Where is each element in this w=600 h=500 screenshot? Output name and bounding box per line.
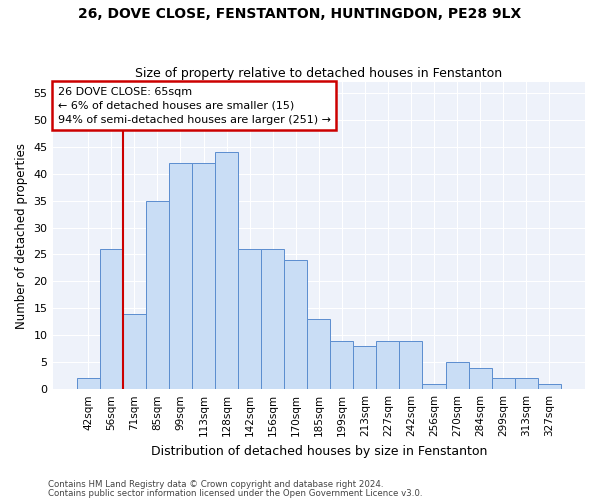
Bar xyxy=(238,249,261,389)
Bar xyxy=(146,200,169,389)
Bar xyxy=(100,249,123,389)
Y-axis label: Number of detached properties: Number of detached properties xyxy=(15,142,28,328)
Bar xyxy=(284,260,307,389)
Bar xyxy=(169,163,192,389)
Bar xyxy=(353,346,376,389)
Bar xyxy=(123,314,146,389)
Title: Size of property relative to detached houses in Fenstanton: Size of property relative to detached ho… xyxy=(135,66,502,80)
Text: 26 DOVE CLOSE: 65sqm
← 6% of detached houses are smaller (15)
94% of semi-detach: 26 DOVE CLOSE: 65sqm ← 6% of detached ho… xyxy=(58,86,331,124)
Bar xyxy=(330,340,353,389)
Bar xyxy=(77,378,100,389)
Text: 26, DOVE CLOSE, FENSTANTON, HUNTINGDON, PE28 9LX: 26, DOVE CLOSE, FENSTANTON, HUNTINGDON, … xyxy=(79,8,521,22)
Bar xyxy=(400,340,422,389)
Text: Contains HM Land Registry data © Crown copyright and database right 2024.: Contains HM Land Registry data © Crown c… xyxy=(48,480,383,489)
X-axis label: Distribution of detached houses by size in Fenstanton: Distribution of detached houses by size … xyxy=(151,444,487,458)
Bar xyxy=(192,163,215,389)
Bar xyxy=(491,378,515,389)
Bar xyxy=(376,340,400,389)
Bar xyxy=(446,362,469,389)
Bar xyxy=(469,368,491,389)
Bar xyxy=(422,384,446,389)
Bar xyxy=(261,249,284,389)
Bar xyxy=(538,384,561,389)
Bar xyxy=(215,152,238,389)
Text: Contains public sector information licensed under the Open Government Licence v3: Contains public sector information licen… xyxy=(48,488,422,498)
Bar xyxy=(515,378,538,389)
Bar xyxy=(307,319,330,389)
